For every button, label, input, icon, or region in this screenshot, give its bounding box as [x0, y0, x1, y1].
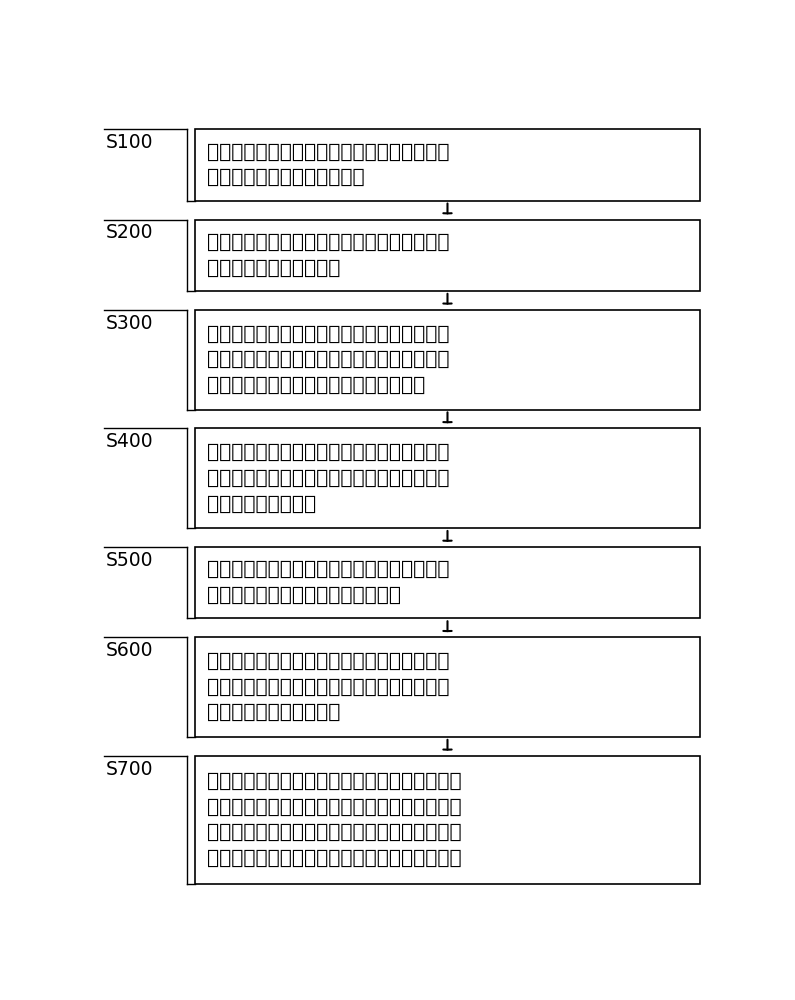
- Text: 将需要分类的患者照片输入最优的卷积神经网
络模型进行分类，得到图片分类结果: 将需要分类的患者照片输入最优的卷积神经网 络模型进行分类，得到图片分类结果: [207, 560, 450, 605]
- Text: S200: S200: [106, 223, 153, 242]
- Text: S600: S600: [106, 641, 153, 660]
- Bar: [195, 220, 700, 291]
- Bar: [195, 637, 700, 737]
- Text: 根据损失函数计算所得的权重损失对卷积神经
网络进行优化，得到最优的卷积神经网络后停
止训练并把权重固定: 根据损失函数计算所得的权重损失对卷积神经 网络进行优化，得到最优的卷积神经网络后…: [207, 443, 450, 513]
- Bar: [195, 756, 700, 884]
- Bar: [195, 129, 700, 201]
- Text: 对所有的训练图片进行数据增强处理，并对所
有的训练图片进行预处理: 对所有的训练图片进行数据增强处理，并对所 有的训练图片进行预处理: [207, 233, 450, 278]
- Text: 加载卷积神经网络，将图片数据库内的训练图
片输入卷积神经网络中以对卷积神经网络不断
进行训练，并通过损失函数计算权重损失: 加载卷积神经网络，将图片数据库内的训练图 片输入卷积神经网络中以对卷积神经网络不…: [207, 324, 450, 395]
- Text: S400: S400: [106, 432, 153, 451]
- Text: S500: S500: [106, 551, 153, 570]
- Text: S700: S700: [106, 760, 153, 779]
- Text: 对图片分类结果进行跟踪，结合医生的最终诊
断结果，然后依据最终诊断结果将图片分类存
储在对应的图片数据库中: 对图片分类结果进行跟踪，结合医生的最终诊 断结果，然后依据最终诊断结果将图片分类…: [207, 652, 450, 722]
- Text: S300: S300: [106, 314, 153, 333]
- Bar: [195, 310, 700, 410]
- Text: S100: S100: [106, 133, 153, 152]
- Text: 将已有的皮肤病图片分类为训练图片，然后分
别存储在对应的图片数据库中: 将已有的皮肤病图片分类为训练图片，然后分 别存储在对应的图片数据库中: [207, 143, 450, 187]
- Bar: [195, 428, 700, 528]
- Bar: [195, 547, 700, 618]
- Text: 当优化后的最优卷积神经网络出现误判时，将误
判的病例进行图像采集形成误判图片并进行数据
增强处理，然后再将误判图片输入给卷积神经网
络进行训练以对卷积神经网络进: 当优化后的最优卷积神经网络出现误判时，将误 判的病例进行图像采集形成误判图片并进…: [207, 772, 462, 868]
